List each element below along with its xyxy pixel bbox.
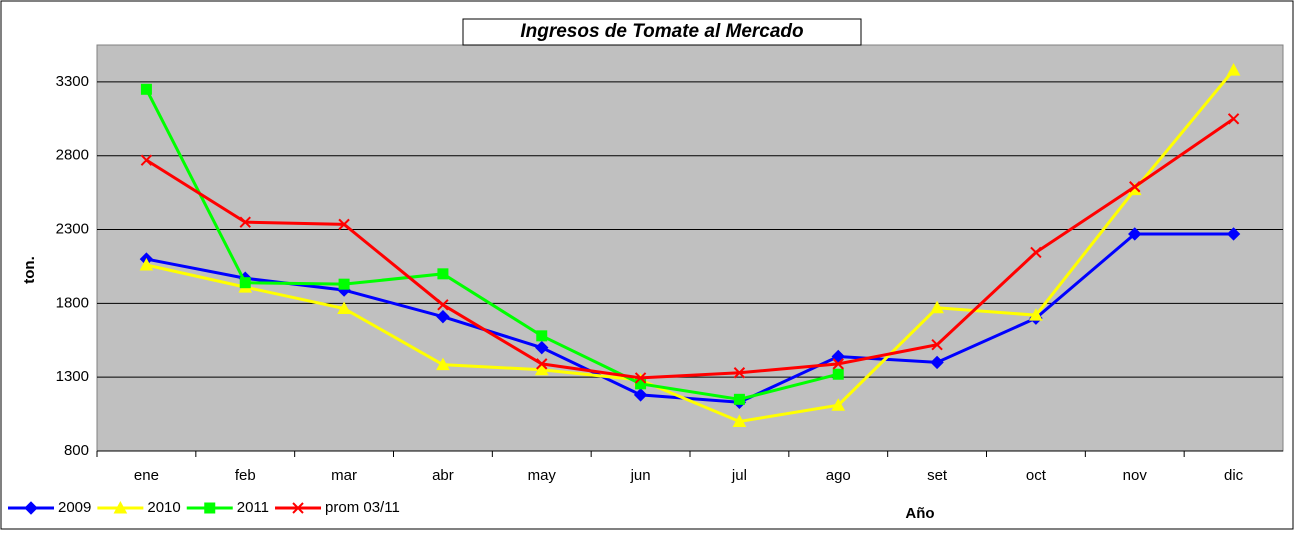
marker [534, 362, 549, 376]
marker [634, 372, 647, 384]
marker [140, 83, 152, 95]
marker [832, 368, 844, 380]
marker [436, 357, 450, 371]
marker [732, 414, 747, 427]
marker [140, 154, 153, 166]
y-tick-label: 2300 [56, 221, 89, 238]
marker [239, 277, 251, 289]
marker [930, 300, 944, 314]
y-tick-label: 800 [64, 442, 89, 459]
marker [437, 299, 449, 311]
marker [139, 257, 154, 271]
marker [1226, 227, 1241, 241]
x-tick-label: mar [331, 467, 357, 484]
marker [535, 340, 549, 355]
marker [1129, 181, 1141, 193]
x-tick-label: ago [826, 467, 851, 484]
x-tick-label: nov [1123, 467, 1148, 484]
x-axis-label: Año [905, 505, 934, 522]
legend-label: 2011 [237, 499, 269, 516]
y-tick-label: 3300 [56, 73, 89, 90]
x-tick-label: may [528, 467, 557, 484]
y-tick-label: 1300 [56, 368, 89, 385]
legend-label: prom 03/11 [325, 499, 400, 516]
x-tick-label: jul [731, 467, 747, 484]
marker [436, 309, 450, 324]
marker [1128, 227, 1142, 241]
x-tick-label: set [927, 467, 948, 484]
y-tick-label: 2800 [56, 147, 89, 164]
marker [930, 355, 944, 370]
y-tick-label: 1800 [56, 294, 89, 311]
marker [338, 218, 350, 231]
marker [437, 268, 449, 280]
marker [536, 330, 548, 342]
title-box [462, 18, 862, 46]
marker [832, 358, 844, 370]
x-tick-label: oct [1026, 467, 1047, 484]
marker [338, 278, 350, 290]
marker [337, 301, 351, 315]
marker [931, 338, 943, 351]
y-axis-label: ton. [21, 256, 38, 284]
legend-label: 2010 [147, 499, 180, 516]
marker [1226, 63, 1241, 76]
marker [1029, 308, 1043, 321]
marker [1030, 246, 1042, 259]
series-line [146, 232, 1234, 404]
marker [24, 501, 38, 515]
marker [292, 502, 304, 514]
chart-title: Ingresos de Tomate al Mercado [520, 21, 803, 42]
series-line [145, 117, 1235, 380]
marker [536, 358, 548, 370]
plot-area [96, 44, 1284, 452]
marker [733, 367, 746, 379]
marker [204, 502, 216, 514]
x-tick-label: jun [630, 467, 651, 484]
marker [733, 393, 745, 405]
marker [113, 500, 128, 514]
series-line [146, 69, 1235, 424]
x-tick-label: abr [432, 467, 454, 484]
marker [831, 398, 846, 411]
marker [633, 388, 648, 402]
series-line [145, 88, 839, 401]
x-tick-label: feb [235, 467, 256, 484]
marker [239, 216, 251, 228]
marker [1227, 113, 1240, 125]
x-tick-label: ene [134, 467, 159, 484]
x-tick-label: dic [1224, 467, 1244, 484]
legend-label: 2009 [58, 499, 91, 516]
